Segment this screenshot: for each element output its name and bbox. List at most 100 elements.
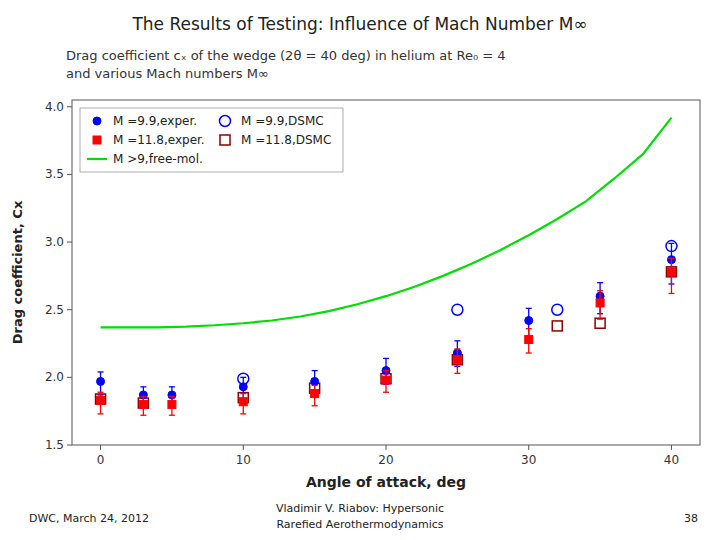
point xyxy=(453,356,461,364)
y-tick-label: 2.5 xyxy=(45,303,64,317)
subtitle: and various Mach numbers M∞ xyxy=(66,66,269,81)
error-bar-cap xyxy=(169,396,175,397)
legend-item: M =9.9,exper. xyxy=(93,114,197,128)
y-tick-label: 4.0 xyxy=(45,100,64,114)
point xyxy=(452,355,462,365)
title: The Results of Testing: Influence of Mac… xyxy=(131,14,587,34)
y-tick xyxy=(67,242,72,243)
error-bar xyxy=(312,385,318,405)
y-tick xyxy=(67,106,72,107)
axes: 0102030401.52.02.53.03.54.0 xyxy=(45,100,679,467)
error-bar-cap xyxy=(98,413,104,414)
error-bar xyxy=(526,329,532,353)
legend-item: M =11.8,DSMC xyxy=(220,133,331,147)
x-tick-label: 30 xyxy=(521,453,536,467)
series xyxy=(238,241,677,385)
error-bar xyxy=(98,392,104,414)
y-tick xyxy=(67,445,72,446)
error-bar xyxy=(597,291,603,319)
point xyxy=(525,335,533,343)
error-bar xyxy=(668,258,674,293)
y-tick-label: 3.0 xyxy=(45,235,64,249)
legend-swatch xyxy=(220,116,231,127)
error-bar-cap xyxy=(454,373,460,374)
y-tick xyxy=(67,174,72,175)
series xyxy=(97,258,676,415)
error-bar-cap xyxy=(597,290,603,291)
legend-label: M =11.8,DSMC xyxy=(241,133,331,147)
legend-label: M =11.8,exper. xyxy=(113,133,205,147)
x-tick xyxy=(671,445,672,450)
annotation: DWC, March 24, 2012 xyxy=(29,512,149,525)
error-bar xyxy=(98,372,104,395)
legend-swatch xyxy=(220,135,230,145)
point xyxy=(667,268,675,276)
x-tick-label: 40 xyxy=(664,453,679,467)
error-bar xyxy=(169,396,175,415)
error-bar-cap xyxy=(526,328,532,329)
error-bar-cap xyxy=(454,348,460,349)
data-area xyxy=(96,118,677,416)
y-tick xyxy=(67,309,72,310)
point xyxy=(452,304,463,315)
error-bar-cap xyxy=(98,392,104,393)
error-bar xyxy=(240,394,246,414)
point xyxy=(311,390,319,398)
y-tick-label: 3.5 xyxy=(45,167,64,181)
legend-swatch xyxy=(87,158,107,160)
annotation: Rarefied Aerothermodynamics xyxy=(276,518,443,531)
legend-box xyxy=(80,108,343,172)
x-tick xyxy=(100,445,101,450)
legend-swatch xyxy=(93,136,101,144)
legend-item: M >9,free-mol. xyxy=(87,152,203,166)
error-bar-cap xyxy=(169,386,175,387)
error-bar-cap xyxy=(240,377,246,378)
error-bar-cap xyxy=(312,370,318,371)
legend-label: M =9.9,exper. xyxy=(113,114,197,128)
error-bar-cap xyxy=(597,282,603,283)
error-bar-cap xyxy=(169,415,175,416)
legend-label: M >9,free-mol. xyxy=(113,152,203,166)
point xyxy=(239,398,247,406)
y-tick-label: 2.0 xyxy=(45,370,64,384)
error-bar xyxy=(140,396,146,415)
x-tick-label: 20 xyxy=(378,453,393,467)
error-bar-cap xyxy=(526,308,532,309)
error-bar xyxy=(383,371,389,393)
x-tick-label: 10 xyxy=(236,453,251,467)
x-tick xyxy=(528,445,529,450)
error-bar-cap xyxy=(383,358,389,359)
point xyxy=(139,400,147,408)
error-bar-cap xyxy=(312,385,318,386)
error-bar-cap xyxy=(240,393,246,394)
point xyxy=(239,383,247,391)
point xyxy=(595,318,605,328)
series xyxy=(97,243,676,405)
error-bar-cap xyxy=(454,340,460,341)
error-bar-cap xyxy=(668,258,674,259)
error-bar xyxy=(454,349,460,373)
point xyxy=(596,299,604,307)
y-tick xyxy=(67,377,72,378)
point xyxy=(525,317,533,325)
error-bar-cap xyxy=(140,386,146,387)
error-bar-cap xyxy=(312,405,318,406)
point xyxy=(168,400,176,408)
error-bar-cap xyxy=(597,319,603,320)
footer: DWC, March 24, 2012 Vladimir V. Riabov: H… xyxy=(29,502,698,531)
annotation: Vladimir V. Riabov: Hypersonic xyxy=(276,502,444,515)
point xyxy=(552,321,562,331)
legend-label: M =9.9,DSMC xyxy=(241,114,324,128)
annotation: 38 xyxy=(684,512,698,525)
legend-item: M =11.8,exper. xyxy=(93,133,205,147)
error-bar-cap xyxy=(526,352,532,353)
error-bar-cap xyxy=(668,243,674,244)
error-bar-cap xyxy=(383,370,389,371)
legend-item: M =9.9,DSMC xyxy=(220,114,324,128)
error-bar-cap xyxy=(98,371,104,372)
error-bar-cap xyxy=(383,392,389,393)
x-tick xyxy=(243,445,244,450)
point xyxy=(382,376,390,384)
point xyxy=(666,267,676,277)
point xyxy=(311,377,319,385)
